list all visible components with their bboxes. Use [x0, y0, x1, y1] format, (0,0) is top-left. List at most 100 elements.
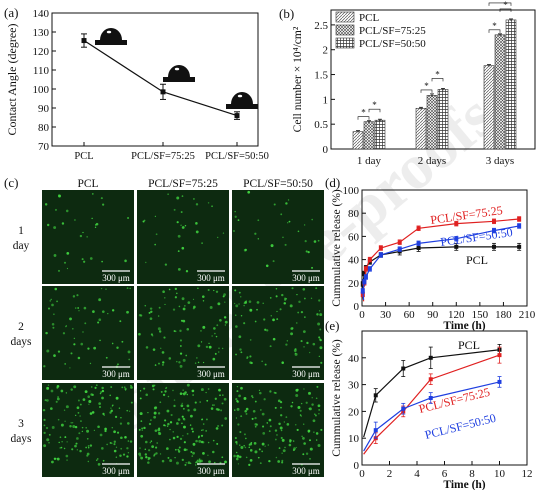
cell-dot — [182, 319, 186, 323]
x-axis-label: Time (h) — [443, 479, 485, 490]
cell-dot — [145, 346, 149, 349]
cell-dot — [64, 363, 66, 365]
cell-dot — [87, 347, 90, 350]
cell-dot — [190, 451, 193, 453]
cell-dot — [278, 447, 281, 449]
data-point — [367, 257, 372, 262]
cell-dot — [113, 449, 117, 453]
micrograph-background — [42, 190, 134, 284]
cell-dot — [243, 433, 246, 436]
cell-dot — [176, 360, 178, 363]
cell-dot — [94, 226, 97, 228]
micrograph-grid: PCL PCL/SF=75:25 PCL/SF=50:50 1 day 2 days 3 day… — [10, 178, 324, 477]
cell-dot — [86, 454, 89, 457]
cell-dot — [119, 320, 122, 323]
cell-dot — [254, 400, 257, 403]
cell-dot — [214, 461, 216, 464]
x-tick-label: 90 — [427, 309, 439, 321]
cell-dot — [160, 390, 163, 393]
cell-dot — [301, 435, 303, 438]
cell-dot — [287, 199, 290, 201]
data-point — [428, 377, 433, 382]
cell-dot — [238, 303, 240, 305]
micrograph-background — [232, 190, 324, 284]
cell-dot — [163, 424, 166, 427]
cell-dot — [87, 445, 90, 447]
cell-dot — [206, 399, 209, 402]
cell-dot — [147, 456, 150, 459]
cell-dot — [248, 446, 251, 449]
cell-dot — [101, 310, 105, 313]
cell-dot — [285, 416, 288, 419]
release-chart-long: 0 30 60 90 120 150 180 210 0 20 40 60 80 100 Time (h) C… — [331, 185, 536, 332]
cell-dot — [284, 446, 286, 449]
y-tick-label: 60 — [348, 231, 360, 243]
cell-dot — [73, 343, 76, 346]
x-tick-label: 2 days — [418, 155, 446, 167]
cell-dot — [302, 330, 306, 334]
cell-dot — [46, 223, 50, 227]
bar — [437, 89, 449, 150]
cell-dot — [139, 412, 143, 416]
cell-dot — [197, 287, 199, 290]
cell-dot — [164, 390, 167, 393]
cell-dot — [173, 330, 176, 332]
cell-dot — [116, 363, 119, 366]
cell-dot — [140, 434, 144, 438]
cell-dot — [169, 428, 171, 431]
cell-dot — [124, 436, 127, 439]
data-point — [360, 288, 365, 293]
cell-dot — [237, 423, 240, 426]
cell-dot — [280, 213, 283, 216]
cell-dot — [166, 447, 169, 450]
cell-dot — [138, 452, 142, 456]
cell-dot — [89, 412, 93, 415]
cell-dot — [91, 193, 94, 195]
cell-dot — [50, 407, 53, 410]
micrograph-image: 300 μm — [232, 286, 324, 380]
cell-dot — [76, 437, 79, 440]
cell-dot — [177, 267, 181, 271]
cell-dot — [126, 447, 129, 450]
column-label: PCL — [77, 178, 98, 190]
cell-dot — [82, 331, 84, 333]
cell-dot — [127, 217, 130, 219]
cell-dot — [216, 442, 219, 445]
cell-dot — [291, 401, 294, 404]
cell-dot — [221, 456, 224, 459]
cell-dot — [97, 321, 100, 324]
series-label: PCL — [466, 253, 488, 267]
x-tick-label: 60 — [404, 309, 416, 321]
cell-dot — [194, 401, 197, 404]
x-tick-label: 6 — [442, 468, 448, 480]
panel-label-b: (b) — [279, 6, 294, 21]
panel-label-e: (e) — [325, 318, 339, 333]
cell-dot — [261, 442, 265, 446]
cell-dot — [235, 457, 239, 461]
cell-dot — [254, 232, 257, 235]
cell-dot — [244, 409, 247, 413]
cell-dot — [317, 239, 320, 242]
cell-dot — [122, 453, 126, 456]
cell-dot — [42, 408, 46, 412]
cell-dot — [76, 406, 80, 410]
y-tick-label: 0 — [323, 144, 329, 156]
data-point — [397, 247, 402, 252]
cell-dot — [93, 429, 95, 431]
x-tick-label: 8 — [469, 468, 475, 480]
cell-dot — [213, 327, 216, 330]
cell-dot — [213, 289, 215, 292]
cell-dot — [109, 394, 112, 397]
cell-dot — [244, 248, 247, 252]
scale-bar-label: 300 μm — [102, 273, 130, 283]
droplet-shape — [168, 65, 190, 77]
micrograph-image: 300 μm — [42, 190, 134, 284]
cell-dot — [157, 412, 161, 415]
cell-dot — [51, 303, 54, 307]
cell-dot — [238, 394, 241, 398]
cell-dot — [180, 224, 182, 226]
cell-dot — [303, 346, 305, 348]
cell-dot — [72, 425, 76, 428]
cell-dot — [48, 433, 51, 436]
